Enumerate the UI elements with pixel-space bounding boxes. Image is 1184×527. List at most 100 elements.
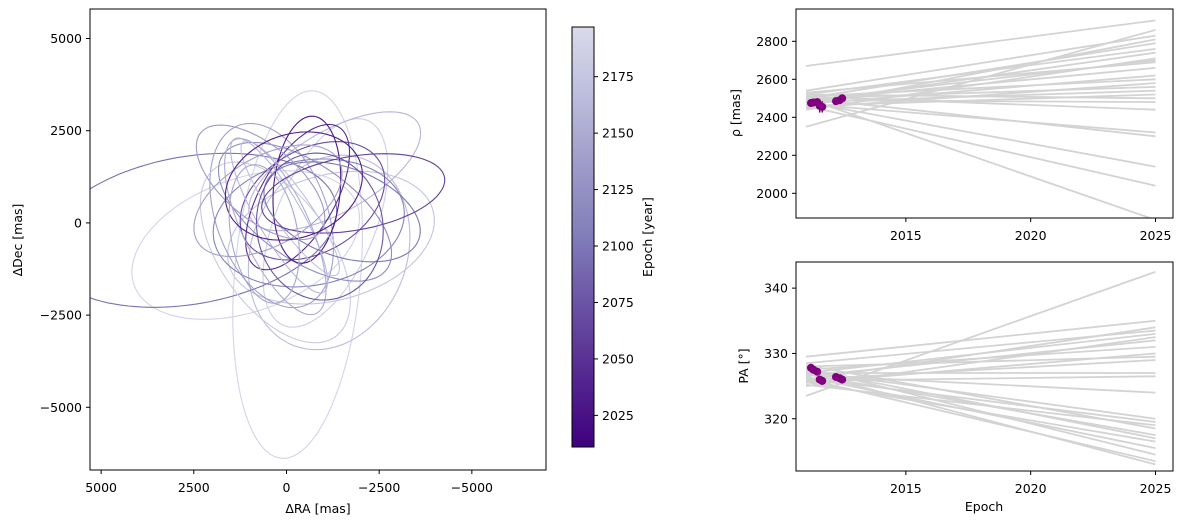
colorbar-tick-label: 2175 bbox=[602, 69, 634, 84]
orbit-y-tick-label: 0 bbox=[74, 215, 82, 230]
position-angle-model-track bbox=[805, 370, 1156, 420]
orbit-track bbox=[90, 152, 338, 308]
colorbar-tick-label: 2100 bbox=[602, 239, 634, 254]
separation-x-tick-label: 2025 bbox=[1140, 228, 1172, 243]
orbit-track bbox=[230, 137, 329, 294]
orbit-x-tick-label: −5000 bbox=[451, 480, 493, 495]
position-angle-model-track bbox=[805, 329, 1156, 365]
position-angle-x-axis: 2015 2020 2025 bbox=[890, 471, 1171, 496]
orbit-track bbox=[193, 144, 343, 258]
separation-y-axis: 2000 2200 2400 2600 2800 bbox=[756, 34, 796, 201]
position-angle-y-axis-label: PA [°] bbox=[736, 348, 751, 383]
separation-y-tick-label: 2000 bbox=[756, 186, 788, 201]
orbit-track bbox=[255, 152, 384, 301]
orbit-y-tick-label: 5000 bbox=[50, 31, 82, 46]
orbit-x-axis: 5000 2500 0 −2500 −5000 bbox=[85, 470, 493, 495]
orbit-track bbox=[195, 124, 326, 241]
position-angle-model-track bbox=[805, 366, 1156, 456]
separation-model-track bbox=[805, 93, 1156, 100]
separation-plot: 2015 2020 2025 2000 2200 2400 2600 2800 ρ [mas… bbox=[728, 8, 1174, 243]
orbit-track bbox=[240, 140, 340, 277]
orbit-track bbox=[224, 131, 363, 241]
orbit-track bbox=[247, 154, 411, 351]
position-angle-model-track bbox=[805, 364, 1156, 430]
orbit-x-axis-label: ΔRA [mas] bbox=[285, 501, 350, 516]
position-angle-x-tick-label: 2020 bbox=[1015, 481, 1047, 496]
orbit-track bbox=[261, 153, 446, 234]
orbit-track bbox=[224, 138, 327, 316]
orbit-plot-frame bbox=[89, 8, 547, 471]
colorbar-tick-label: 2050 bbox=[602, 351, 634, 366]
position-angle-y-tick-label: 320 bbox=[764, 411, 788, 426]
colorbar: 2025 2050 2075 2100 2125 2150 2175 Epoch [year… bbox=[571, 26, 655, 448]
orbit-x-tick-label: −2500 bbox=[358, 480, 400, 495]
separation-observations bbox=[806, 94, 847, 113]
position-angle-model-track bbox=[805, 378, 1156, 463]
separation-observation-point bbox=[818, 102, 827, 111]
separation-x-tick-label: 2020 bbox=[1015, 228, 1047, 243]
position-angle-model-track bbox=[805, 368, 1156, 440]
position-angle-model-track bbox=[805, 376, 1156, 450]
separation-model-track bbox=[805, 95, 1156, 111]
separation-observation-point bbox=[838, 94, 847, 103]
orbit-track bbox=[272, 115, 342, 264]
separation-y-tick-label: 2800 bbox=[756, 34, 788, 49]
separation-model-track bbox=[805, 34, 1156, 92]
separation-model-tracks bbox=[805, 19, 1156, 218]
separation-y-tick-label: 2200 bbox=[756, 148, 788, 163]
separation-x-axis: 2015 2020 2025 bbox=[890, 218, 1171, 243]
orbit-plot: 5000 2500 0 −2500 −5000 500025000−2500−5000 … bbox=[10, 8, 547, 516]
separation-model-track bbox=[805, 86, 1156, 100]
position-angle-model-track bbox=[805, 371, 1156, 466]
separation-model-track bbox=[805, 103, 1156, 134]
position-angle-observation-point bbox=[838, 375, 847, 384]
position-angle-model-track bbox=[805, 319, 1156, 358]
position-angle-model-track bbox=[805, 346, 1156, 371]
orbit-tracks bbox=[90, 90, 446, 459]
separation-model-track bbox=[805, 19, 1156, 67]
colorbar-tick-label: 2150 bbox=[602, 126, 634, 141]
orbit-track bbox=[262, 118, 389, 328]
separation-model-track bbox=[805, 59, 1156, 102]
position-angle-model-track bbox=[805, 373, 1156, 436]
separation-model-track bbox=[805, 97, 1153, 218]
separation-plot-frame bbox=[795, 8, 1174, 219]
separation-y-axis-label: ρ [mas] bbox=[728, 89, 743, 137]
position-angle-model-tracks bbox=[805, 270, 1156, 466]
orbit-track bbox=[248, 111, 422, 232]
separation-model-track bbox=[805, 42, 1156, 100]
separation-model-track bbox=[805, 97, 1156, 138]
colorbar-label: Epoch [year] bbox=[640, 197, 655, 277]
separation-model-track bbox=[805, 29, 1156, 128]
position-angle-observations bbox=[806, 363, 847, 385]
separation-y-tick-label: 2600 bbox=[756, 72, 788, 87]
position-angle-observation-point bbox=[818, 376, 827, 385]
position-angle-model-track bbox=[805, 377, 1156, 423]
separation-x-tick-label: 2015 bbox=[890, 228, 922, 243]
position-angle-model-track bbox=[805, 374, 1156, 394]
colorbar-scale bbox=[571, 26, 595, 448]
colorbar-tick-label: 2125 bbox=[602, 182, 634, 197]
position-angle-y-tick-label: 330 bbox=[764, 346, 788, 361]
position-angle-plot-frame bbox=[795, 261, 1174, 472]
position-angle-x-tick-label: 2015 bbox=[890, 481, 922, 496]
separation-y-tick-label: 2400 bbox=[756, 110, 788, 125]
position-angle-model-track bbox=[805, 355, 1156, 368]
colorbar-tick-label: 2075 bbox=[602, 295, 634, 310]
position-angle-x-axis-label: Epoch bbox=[965, 499, 1003, 514]
orbit-y-tick-label: 2500 bbox=[50, 123, 82, 138]
orbit-x-tick-label: 0 bbox=[283, 480, 291, 495]
position-angle-x-tick-label: 2025 bbox=[1140, 481, 1172, 496]
colorbar-tick-label: 2025 bbox=[602, 408, 634, 423]
separation-model-track bbox=[805, 101, 1156, 168]
orbit-y-axis-label: ΔDec [mas] bbox=[10, 204, 25, 277]
separation-model-track bbox=[805, 99, 1156, 103]
colorbar-ticks: 2025 2050 2075 2100 2125 2150 2175 bbox=[594, 69, 634, 423]
position-angle-observation-point bbox=[813, 367, 822, 376]
orbit-track bbox=[228, 164, 300, 304]
position-angle-plot: 2015 2020 2025 320 330 340 Epoch PA [°] bbox=[736, 261, 1174, 514]
orbit-y-axis: 5000 2500 0 −2500 −5000 bbox=[40, 31, 90, 415]
orbit-y-tick-label: −2500 bbox=[40, 308, 82, 323]
orbit-y-tick-label: −5000 bbox=[40, 400, 82, 415]
